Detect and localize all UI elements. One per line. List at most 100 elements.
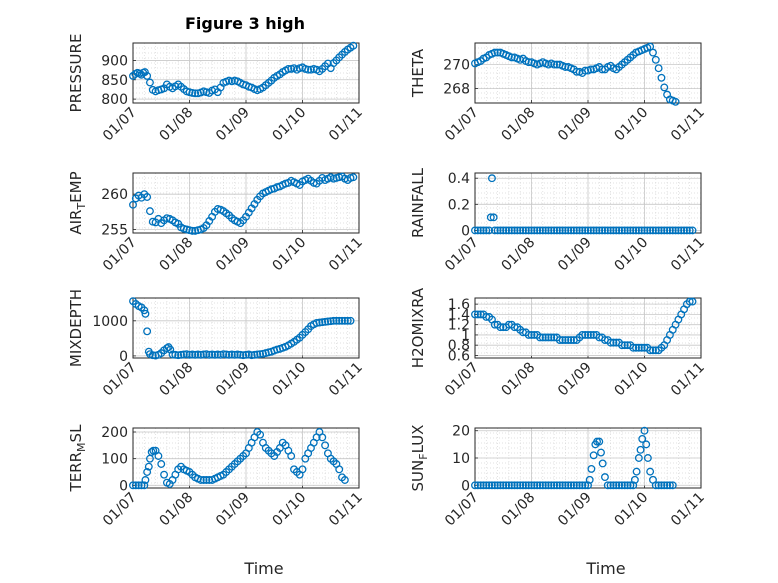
data-series <box>471 42 680 106</box>
data-point <box>157 460 166 468</box>
data-point <box>564 336 573 345</box>
y-tick-label: 0 <box>119 478 128 494</box>
data-point <box>524 330 533 339</box>
data-series <box>129 172 358 235</box>
data-point <box>581 330 590 339</box>
data-point <box>188 88 197 97</box>
data-point <box>595 226 604 235</box>
data-point <box>513 226 522 235</box>
data-point <box>649 48 657 57</box>
x-axis-label: Time <box>243 559 283 578</box>
data-point <box>581 66 590 75</box>
data-point <box>615 481 624 490</box>
data-point <box>671 226 680 235</box>
data-point <box>552 60 561 69</box>
data-point <box>584 330 592 339</box>
data-point <box>144 462 153 471</box>
data-point <box>606 226 615 235</box>
data-point <box>567 481 575 490</box>
data-point <box>558 226 567 235</box>
data-point <box>578 226 587 235</box>
data-point <box>191 89 200 98</box>
data-point <box>510 226 519 235</box>
y-axis-label: PRESSURE <box>67 34 85 113</box>
data-point <box>606 481 615 490</box>
data-point <box>637 343 646 352</box>
data-point <box>502 226 511 235</box>
data-point <box>646 346 655 355</box>
data-point <box>205 350 214 359</box>
data-point <box>147 448 156 456</box>
data-point <box>194 350 202 359</box>
data-point <box>538 481 547 490</box>
data-point <box>555 226 564 235</box>
data-point <box>335 316 344 325</box>
data-point <box>564 226 573 235</box>
y-axis-label: H2OMIXRA <box>409 287 427 368</box>
data-point <box>482 481 491 490</box>
data-point <box>473 481 482 490</box>
data-point <box>623 481 632 490</box>
data-point <box>680 226 688 235</box>
data-point <box>612 226 621 235</box>
data-point <box>129 481 137 490</box>
data-series <box>129 297 355 360</box>
data-point <box>137 481 146 490</box>
data-point <box>340 476 349 484</box>
data-point <box>504 226 513 235</box>
data-point <box>634 454 643 462</box>
data-point <box>493 48 502 57</box>
data-point <box>665 226 674 235</box>
axes-box <box>132 172 360 234</box>
data-point <box>219 350 228 359</box>
data-point <box>629 343 638 352</box>
data-series <box>471 426 677 490</box>
data-point <box>160 470 169 479</box>
data-point <box>530 481 539 490</box>
data-point <box>688 226 697 235</box>
data-point <box>143 71 152 80</box>
data-point <box>615 226 624 235</box>
y-tick-label: 255 <box>101 222 128 238</box>
data-point <box>140 481 149 490</box>
data-point <box>134 481 143 490</box>
data-point <box>141 476 150 484</box>
data-point <box>476 226 485 235</box>
data-point <box>640 426 649 435</box>
data-point <box>513 481 522 490</box>
data-point <box>143 468 152 476</box>
data-point <box>536 333 544 342</box>
data-point <box>140 306 149 315</box>
data-point <box>584 226 592 235</box>
data-point <box>561 481 570 490</box>
data-point <box>227 350 236 359</box>
axes-box <box>474 297 702 359</box>
data-point <box>620 226 629 235</box>
data-point <box>145 78 154 87</box>
data-point <box>626 226 635 235</box>
y-tick-label: 200 <box>101 425 128 441</box>
data-point <box>547 226 556 235</box>
data-point <box>140 68 149 76</box>
data-point <box>630 475 639 484</box>
data-point <box>561 336 570 345</box>
data-point <box>629 226 638 235</box>
data-point <box>499 481 508 490</box>
data-point <box>510 481 519 490</box>
data-point <box>488 174 496 183</box>
data-point <box>239 351 248 360</box>
data-point <box>637 226 646 235</box>
data-series <box>471 297 697 355</box>
data-point <box>168 350 177 359</box>
data-point <box>643 226 652 235</box>
data-point <box>199 350 208 359</box>
data-point <box>636 445 645 454</box>
data-point <box>589 226 598 235</box>
data-point <box>485 481 494 490</box>
data-point <box>533 481 542 490</box>
data-point <box>663 481 672 490</box>
y-axis-label: RAINFALL <box>409 167 427 238</box>
data-point <box>174 351 183 360</box>
data-point <box>643 454 652 462</box>
data-point <box>572 67 581 76</box>
